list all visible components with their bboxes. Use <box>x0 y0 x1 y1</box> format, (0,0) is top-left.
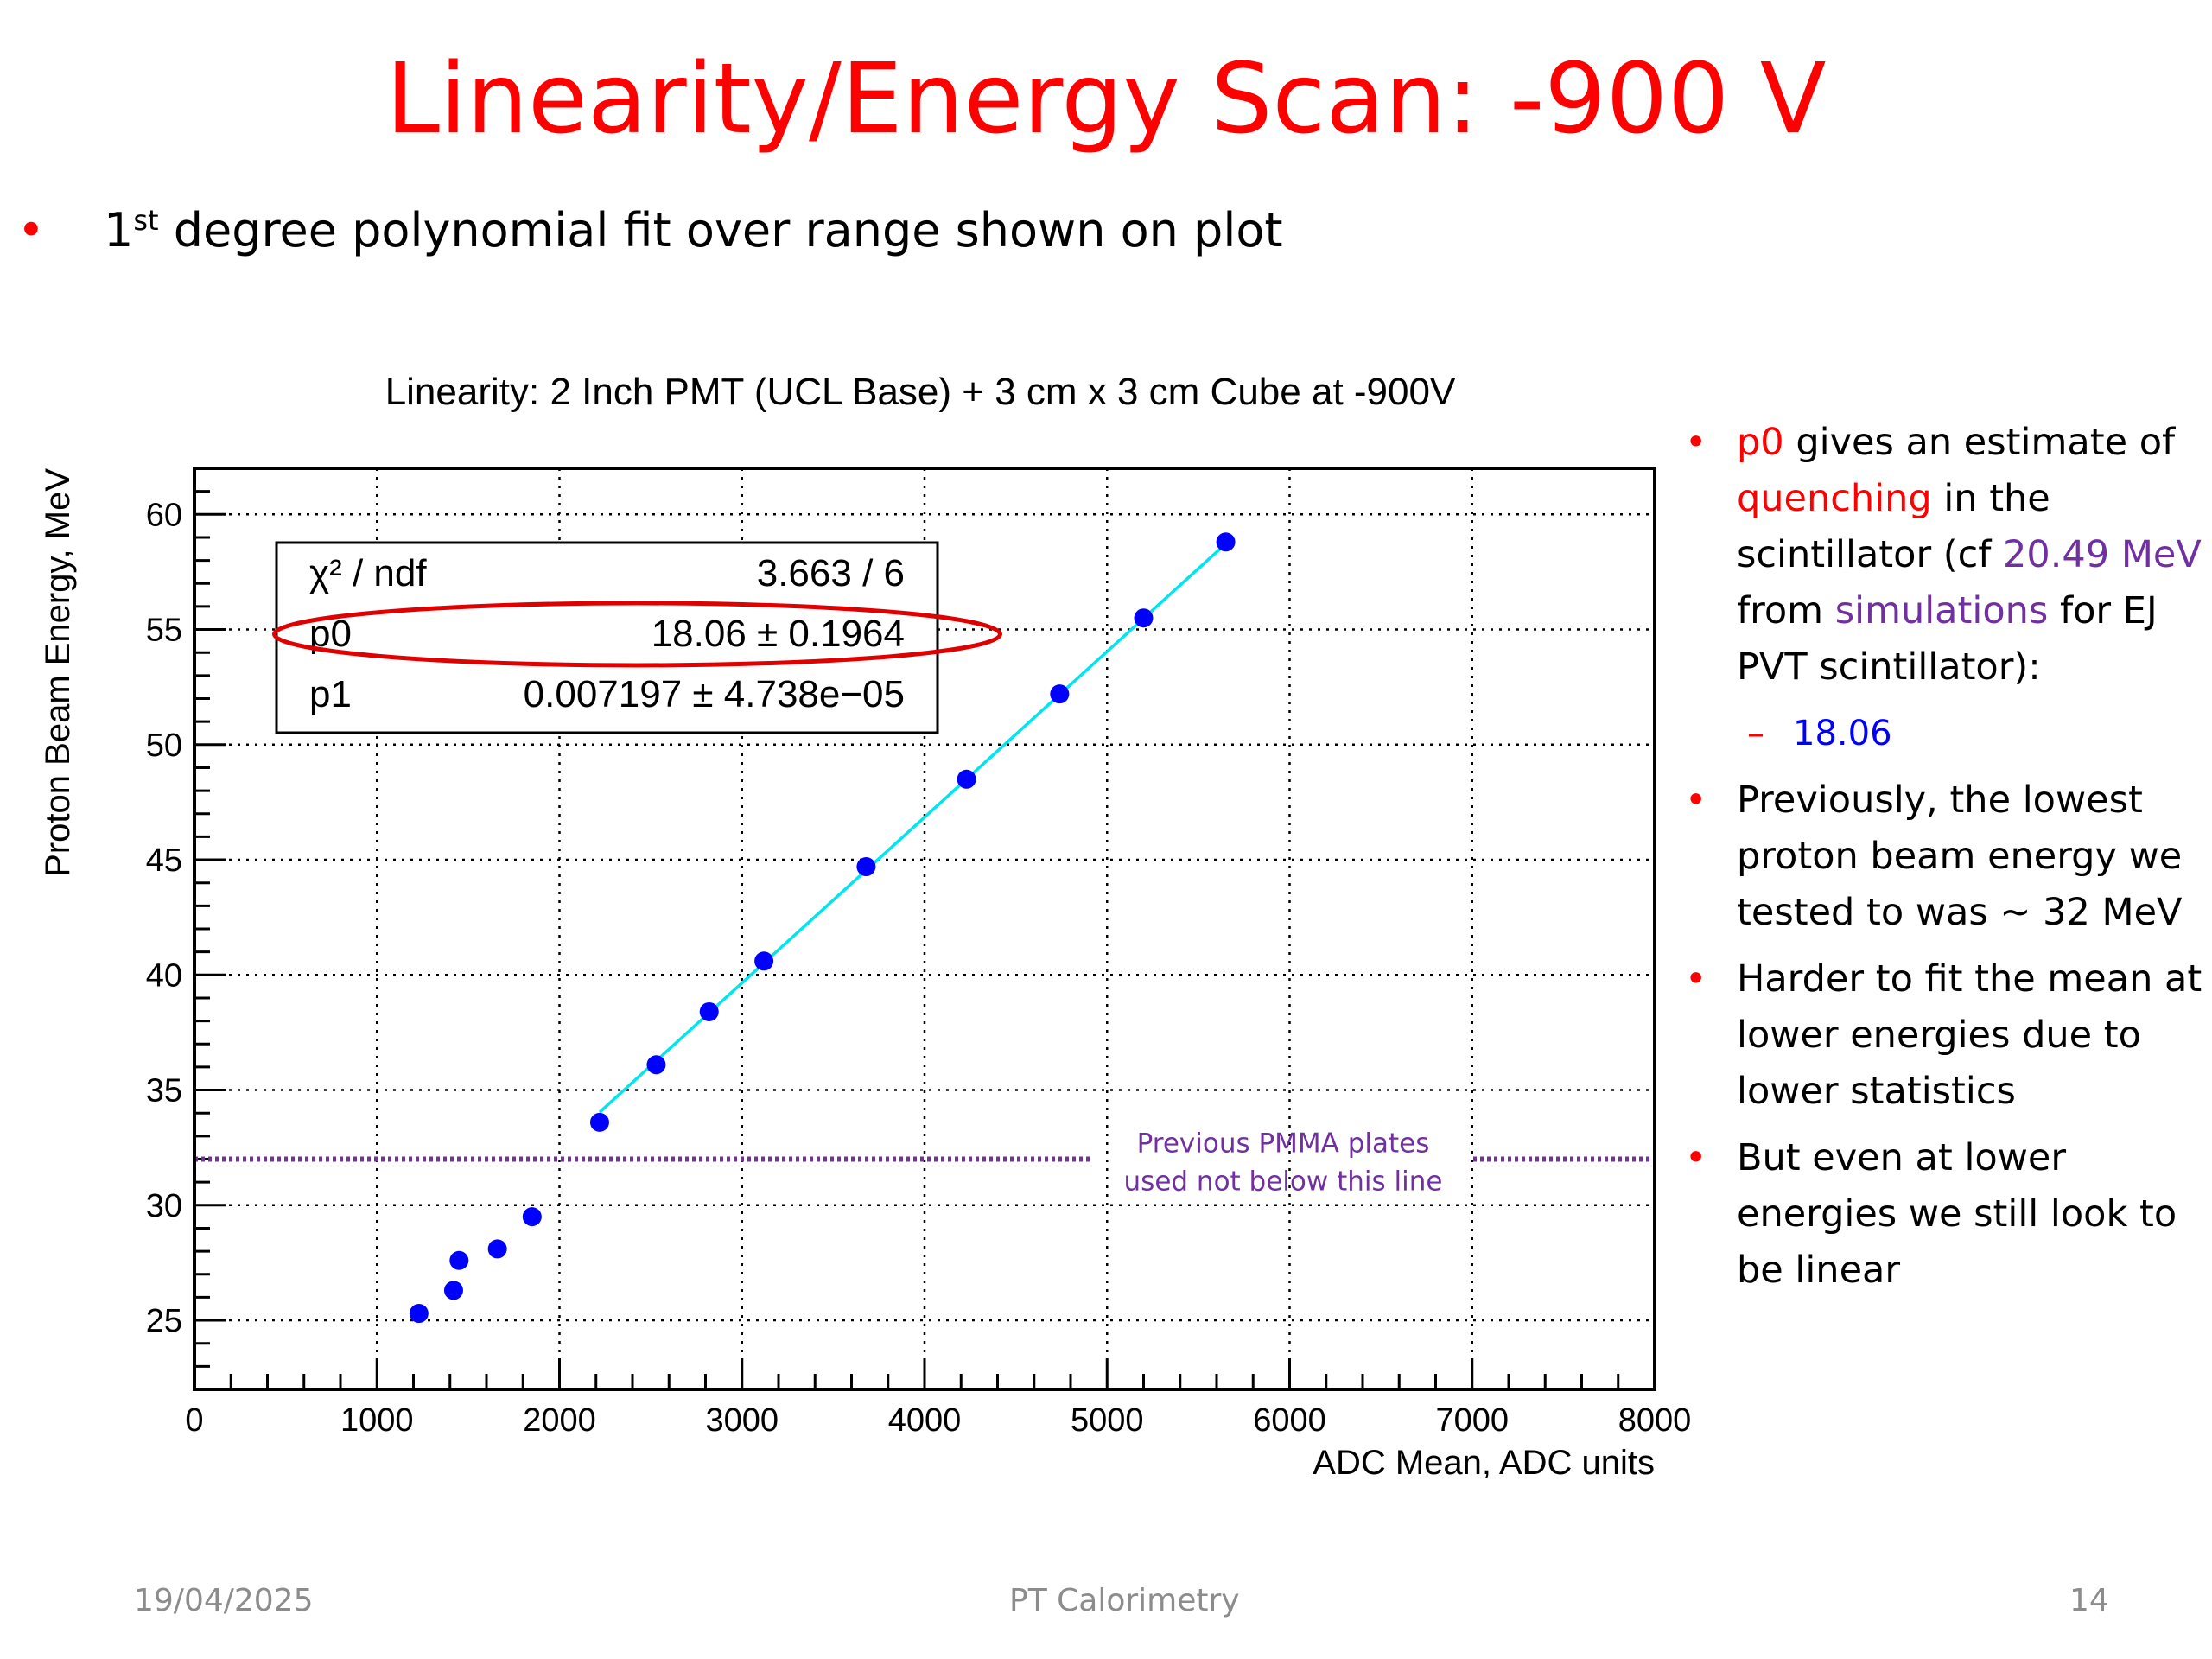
side-b1-t2: in the scintillator (cf <box>1737 477 2050 576</box>
y-tick-label: 55 <box>146 613 182 649</box>
x-axis-label: ADC Mean, ADC units <box>1313 1444 1655 1482</box>
x-tick-label: 1000 <box>340 1402 414 1439</box>
reference-label-1: Previous PMMA plates <box>1137 1128 1430 1160</box>
y-tick-label: 30 <box>146 1188 182 1224</box>
side-notes: • p0 gives an estimate of quenching in t… <box>1685 415 2203 1309</box>
side-b1-red1: p0 <box>1737 421 1784 464</box>
stats-label: χ² / ndf <box>309 552 427 594</box>
x-tick-label: 8000 <box>1618 1402 1692 1439</box>
footer-page: 14 <box>2069 1583 2109 1618</box>
side-b2-text: Previously, the lowest proton beam energ… <box>1737 779 2183 934</box>
plot-frame <box>193 467 1656 1391</box>
stats-value: 0.007197 ± 4.738e−05 <box>524 673 905 715</box>
intro-bullet-pre: 1 <box>104 203 134 257</box>
p0-highlight-ellipse <box>272 601 1002 668</box>
footer-center: PT Calorimetry <box>1009 1583 1240 1618</box>
side-b3-text: Harder to fit the mean at lower energies… <box>1737 957 2202 1113</box>
data-point <box>522 1207 542 1227</box>
intro-bullet-sup: st <box>133 204 159 237</box>
stats-value: 3.663 / 6 <box>757 552 905 594</box>
x-tick-label: 5000 <box>1071 1402 1144 1439</box>
y-tick-label: 25 <box>146 1303 182 1339</box>
data-point <box>754 951 774 971</box>
data-point <box>487 1239 507 1259</box>
reference-label-2: used not below this line <box>1124 1166 1443 1198</box>
linearity-chart: Linearity: 2 Inch PMT (UCL Base) + 3 cm … <box>39 371 1692 1482</box>
side-b1-purple2: simulations <box>1834 589 2049 632</box>
stats-label: p1 <box>309 673 352 715</box>
intro-bullet: • 1st degree polynomial fit over range sh… <box>17 200 1283 261</box>
bullet-dot: • <box>1685 421 1707 464</box>
data-point <box>957 769 976 789</box>
x-tick-label: 3000 <box>705 1402 779 1439</box>
side-bullet-3: • Harder to fit the mean at lower energie… <box>1685 951 2203 1120</box>
side-b1-red2: quenching <box>1737 477 1932 520</box>
chart-title: Linearity: 2 Inch PMT (UCL Base) + 3 cm … <box>385 371 1456 413</box>
data-point <box>443 1281 463 1300</box>
x-tick-label: 7000 <box>1435 1402 1509 1439</box>
data-point <box>646 1055 666 1075</box>
side-b1-t1: gives an estimate of <box>1783 421 2176 464</box>
side-b1-t3: from <box>1737 589 1835 632</box>
bullet-dot: • <box>1685 779 1707 822</box>
data-point <box>409 1304 429 1324</box>
bullet-dot: • <box>1685 1136 1707 1179</box>
side-bullet-2: • Previously, the lowest proton beam ener… <box>1685 772 2203 941</box>
side-bullet-1: • p0 gives an estimate of quenching in t… <box>1685 415 2203 696</box>
slide-title: Linearity/Energy Scan: -900 V <box>385 43 1827 156</box>
side-b1-purple1: 20.49 MeV <box>2003 533 2202 576</box>
data-point <box>1050 684 1070 704</box>
side-b4-text: But even at lower energies we still look… <box>1737 1136 2177 1292</box>
y-tick-label: 50 <box>146 728 182 764</box>
side-bullet-4: • But even at lower energies we still loo… <box>1685 1130 2203 1299</box>
x-tick-label: 6000 <box>1253 1402 1326 1439</box>
data-point <box>1134 608 1154 628</box>
y-axis-label: Proton Beam Energy, MeV <box>39 468 77 877</box>
data-point <box>589 1112 609 1132</box>
data-point <box>699 1001 719 1021</box>
bullet-dot: • <box>17 203 45 257</box>
data-point <box>856 857 876 877</box>
stats-box <box>275 541 939 734</box>
intro-bullet-text: degree polynomial fit over range shown o… <box>158 203 1283 257</box>
x-tick-label: 0 <box>185 1402 203 1439</box>
footer-date: 19/04/2025 <box>134 1583 314 1618</box>
bullet-dot: • <box>1685 957 1707 1001</box>
x-tick-label: 2000 <box>523 1402 596 1439</box>
y-tick-label: 45 <box>146 842 182 879</box>
y-tick-label: 40 <box>146 957 182 994</box>
side-sub-bullet: –18.06 <box>1685 706 2203 762</box>
side-b1-t4: for EJ PVT scintillator): <box>1737 589 2158 689</box>
side-sub-value: 18.06 <box>1793 714 1892 753</box>
y-tick-label: 60 <box>146 497 182 533</box>
data-point <box>1216 532 1236 552</box>
data-point <box>449 1250 469 1270</box>
x-tick-label: 4000 <box>888 1402 962 1439</box>
sub-dash: – <box>1747 714 1764 753</box>
stats-value: 18.06 ± 0.1964 <box>652 613 905 655</box>
y-tick-label: 35 <box>146 1073 182 1109</box>
